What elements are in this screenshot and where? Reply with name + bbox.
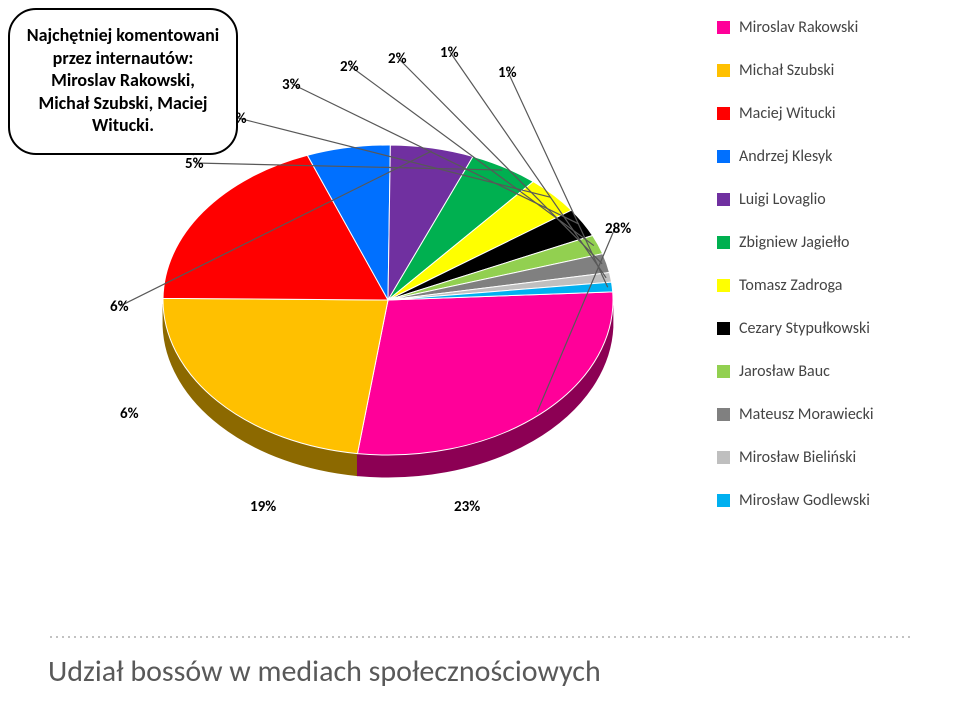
legend-item: Zbigniew Jagiełło	[717, 233, 932, 252]
legend-swatch	[717, 494, 730, 507]
legend-swatch	[717, 451, 730, 464]
pct-label: 2%	[340, 58, 359, 76]
legend-item: Luigi Lovaglio	[717, 190, 932, 209]
legend-label: Andrzej Klesyk	[739, 147, 832, 166]
legend-label: Zbigniew Jagiełło	[739, 233, 849, 252]
page-title: Udział bossów w mediach społecznościowyc…	[48, 653, 601, 690]
legend-item: Jarosław Bauc	[717, 362, 932, 381]
legend-swatch	[717, 236, 730, 249]
pct-label: 2%	[388, 50, 407, 68]
pct-label: 6%	[120, 405, 139, 423]
pct-label: 1%	[440, 44, 459, 62]
pct-label: 19%	[250, 498, 276, 516]
pct-label: 23%	[454, 498, 480, 516]
legend-swatch	[717, 150, 730, 163]
pct-label: 6%	[110, 298, 129, 316]
legend-item: Mirosław Godlewski	[717, 491, 932, 510]
legend-swatch	[717, 322, 730, 335]
legend-label: Michał Szubski	[739, 61, 834, 80]
legend-swatch	[717, 408, 730, 421]
legend-item: Tomasz Zadroga	[717, 276, 932, 295]
legend-label: Miroslav Rakowski	[739, 18, 858, 37]
legend-item: Mateusz Morawiecki	[717, 405, 932, 424]
legend-swatch	[717, 279, 730, 292]
legend-swatch	[717, 365, 730, 378]
legend-swatch	[717, 107, 730, 120]
legend-swatch	[717, 193, 730, 206]
pct-label: 3%	[282, 76, 301, 94]
legend-label: Jarosław Bauc	[739, 362, 830, 381]
legend-swatch	[717, 64, 730, 77]
chart-legend: Miroslav Rakowski Michał Szubski Maciej Wi…	[717, 18, 932, 534]
callout-text: Najchętniej komentowani przez internautó…	[26, 24, 220, 137]
legend-item: Mirosław Bieliński	[717, 448, 932, 467]
legend-item: Cezary Stypułkowski	[717, 319, 932, 338]
legend-label: Mirosław Bieliński	[739, 448, 856, 467]
legend-label: Mirosław Godlewski	[739, 491, 870, 510]
callout-bubble: Najchętniej komentowani przez internautó…	[8, 8, 238, 155]
legend-item: Maciej Witucki	[717, 104, 932, 123]
legend-label: Mateusz Morawiecki	[739, 405, 874, 424]
pct-label: 28%	[605, 220, 631, 238]
legend-label: Maciej Witucki	[739, 104, 836, 123]
legend-swatch	[717, 21, 730, 34]
legend-item: Andrzej Klesyk	[717, 147, 932, 166]
divider	[48, 636, 912, 638]
legend-label: Tomasz Zadroga	[739, 276, 842, 295]
legend-item: Michał Szubski	[717, 61, 932, 80]
legend-label: Cezary Stypułkowski	[739, 319, 870, 338]
legend-item: Miroslav Rakowski	[717, 18, 932, 37]
pct-label: 1%	[498, 64, 517, 82]
legend-label: Luigi Lovaglio	[739, 190, 826, 209]
